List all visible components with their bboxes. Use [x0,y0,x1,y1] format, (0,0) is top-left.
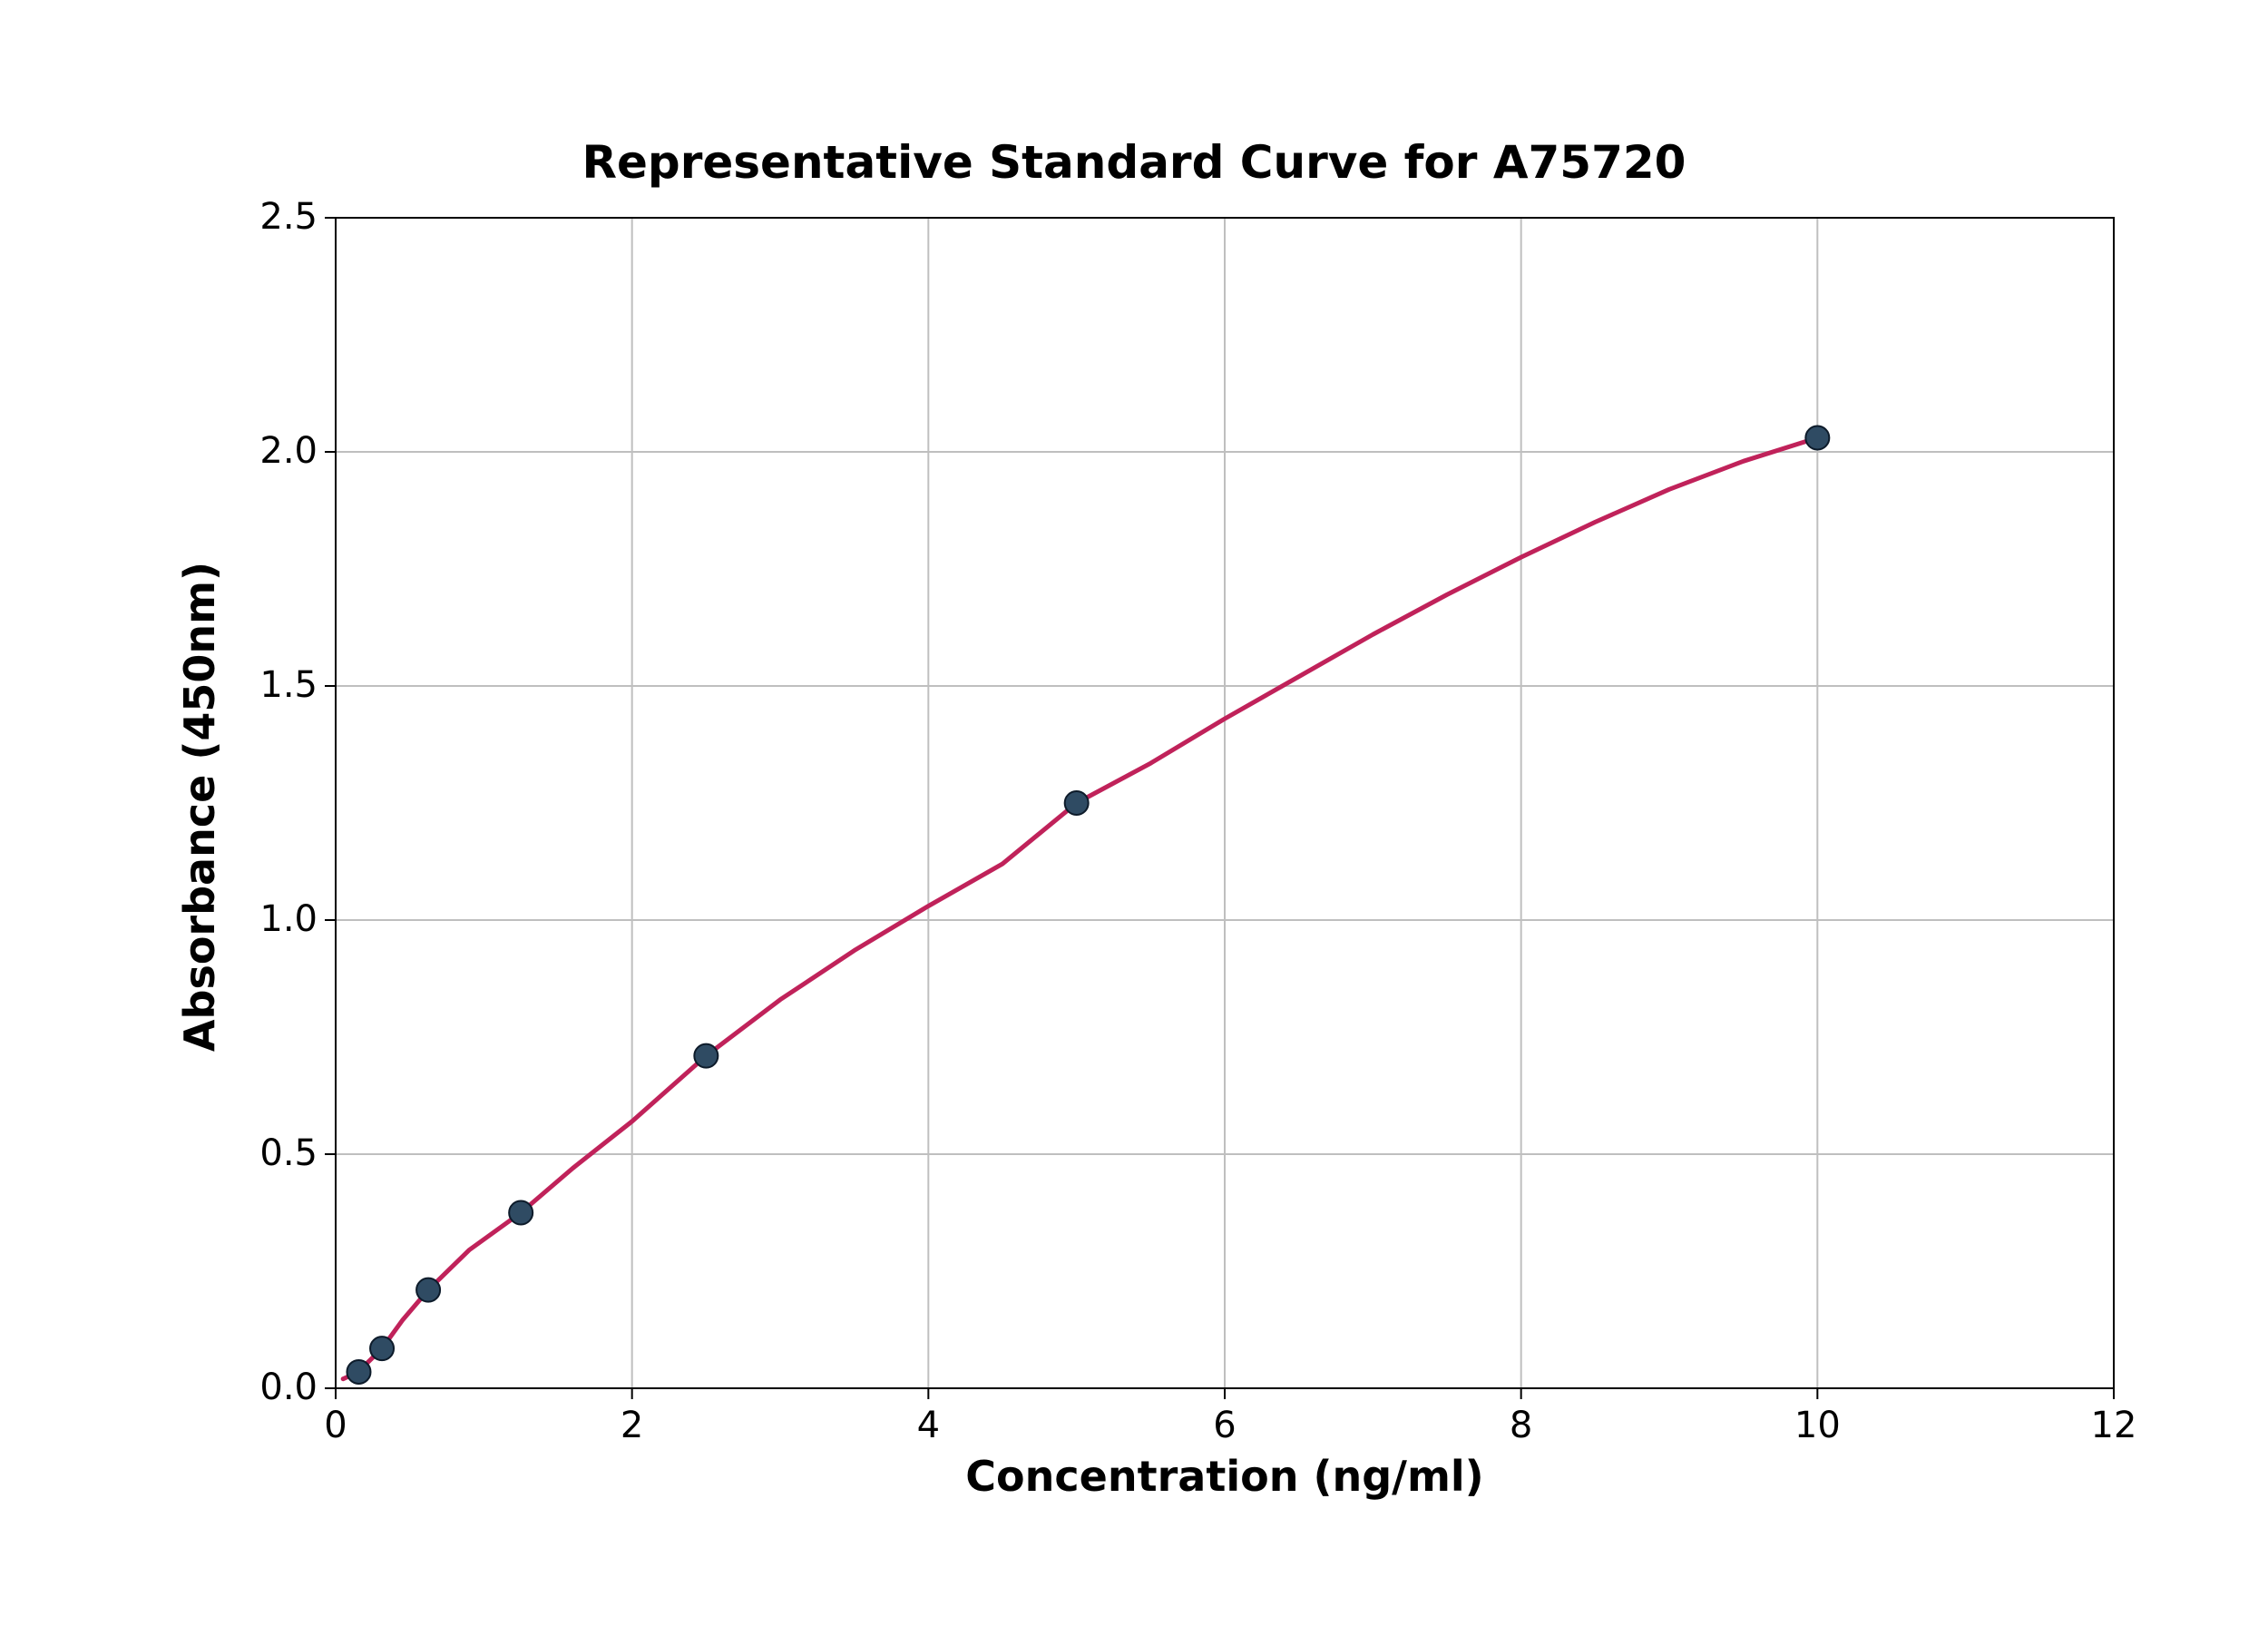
data-marker [347,1360,370,1384]
curve-line [343,438,1817,1379]
x-tick-label: 0 [299,1405,372,1446]
x-tick-label: 12 [2077,1405,2150,1446]
y-tick-label: 2.0 [259,430,318,472]
data-marker [1805,426,1829,450]
x-tick-label: 2 [596,1405,669,1446]
y-tick-label: 0.0 [259,1366,318,1408]
data-marker [509,1201,533,1225]
x-tick-label: 6 [1188,1405,1261,1446]
y-tick-label: 2.5 [259,196,318,238]
x-tick-label: 8 [1485,1405,1558,1446]
y-tick-label: 0.5 [259,1132,318,1174]
page-root: Representative Standard Curve for A75720… [0,0,2268,1626]
data-marker [1065,791,1089,815]
data-marker [370,1337,394,1360]
y-tick-label: 1.5 [259,664,318,706]
y-tick-label: 1.0 [259,898,318,940]
data-marker [694,1044,718,1068]
chart-svg [0,0,2268,1626]
x-tick-label: 4 [892,1405,964,1446]
data-marker [416,1278,440,1302]
x-tick-label: 10 [1781,1405,1853,1446]
